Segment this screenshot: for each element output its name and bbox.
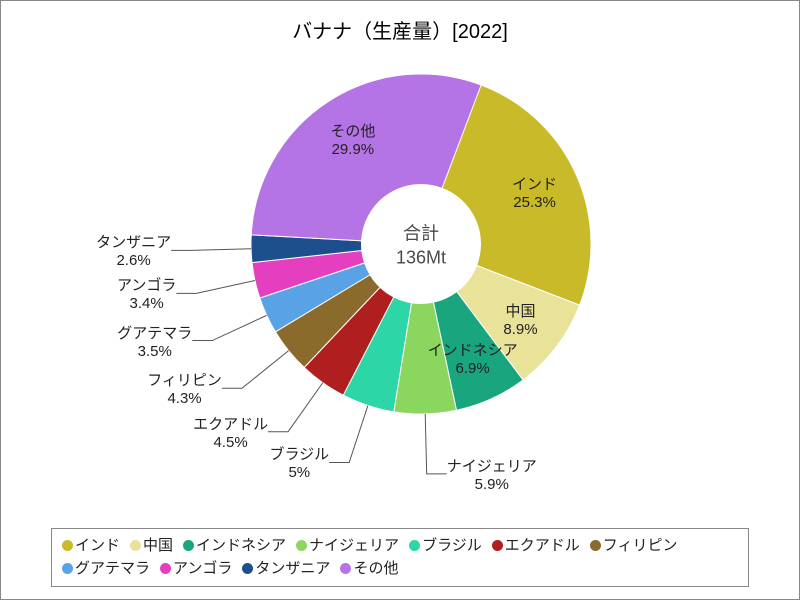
legend-swatch [242,563,253,574]
legend-label: グアテマラ [75,560,150,577]
legend-label: フィリピン [603,537,678,554]
legend-label: その他 [353,560,398,577]
legend-swatch [492,540,503,551]
slice-label: タンザニア2.6% [96,231,171,269]
slice-label-pct: 5% [269,464,329,481]
legend-item: ブラジル [409,535,482,558]
slice-label-name: タンザニア [96,231,171,252]
chart-title: バナナ（生産量）[2022] [1,1,799,44]
center-value: 136Mt [396,248,446,269]
legend-item: タンザニア [242,558,330,581]
slice-label-name: ナイジェリア [447,455,537,476]
slice-label-pct: 3.4% [117,295,176,312]
legend-item: エクアドル [492,535,580,558]
legend-swatch [409,540,420,551]
legend-label: 中国 [143,537,173,554]
leader-line [171,249,251,251]
legend: インド 中国 インドネシア ナイジェリア ブラジル エクアドル フィリピングアテマラ アンゴラ… [51,528,749,587]
slice-label: ブラジル5% [269,443,329,481]
slice-label: グアテマラ3.5% [117,322,192,360]
center-label: 合計 136Mt [396,220,446,269]
slice-label-pct: 3.5% [117,343,192,360]
slice-label-name: ブラジル [269,443,329,464]
legend-swatch [130,540,141,551]
chart-area: 合計 136Mt インド25.3%中国8.9%インドネシア6.9%ナイジェリア5… [1,44,800,524]
slice-label-name: フィリピン [147,369,222,390]
slice-label-pct: 2.6% [96,252,171,269]
legend-item: その他 [340,558,398,581]
legend-item: フィリピン [590,535,678,558]
slice-label-pct: 4.5% [193,434,268,451]
legend-label: ブラジル [422,537,482,554]
slice-label: アンゴラ3.4% [117,274,176,312]
legend-label: アンゴラ [173,560,232,577]
chart-container: バナナ（生産量）[2022] 合計 136Mt インド25.3%中国8.9%イン… [0,0,800,600]
legend-swatch [62,540,73,551]
legend-swatch [296,540,307,551]
legend-swatch [160,563,171,574]
slice-label-name: グアテマラ [117,322,192,343]
legend-item: インド [62,535,120,558]
legend-swatch [183,540,194,551]
slice-label: ナイジェリア5.9% [447,455,537,493]
slice-label-name: アンゴラ [117,274,176,295]
legend-item: インドネシア [183,535,286,558]
legend-label: インドネシア [196,537,286,554]
legend-label: エクアドル [505,537,580,554]
slice-label-pct: 4.3% [147,390,222,407]
center-label-text: 合計 [396,220,446,246]
legend-label: タンザニア [255,560,330,577]
legend-item: ナイジェリア [296,535,399,558]
slice-label: フィリピン4.3% [147,369,222,407]
legend-item: アンゴラ [160,558,232,581]
pie-slice [251,74,481,241]
legend-item: グアテマラ [62,558,150,581]
legend-label: インド [75,537,120,554]
legend-swatch [590,540,601,551]
legend-label: ナイジェリア [309,537,399,554]
legend-swatch [62,563,73,574]
donut: 合計 136Mt [241,64,601,424]
legend-item: 中国 [130,535,173,558]
slice-label-pct: 5.9% [447,476,537,493]
legend-swatch [340,563,351,574]
